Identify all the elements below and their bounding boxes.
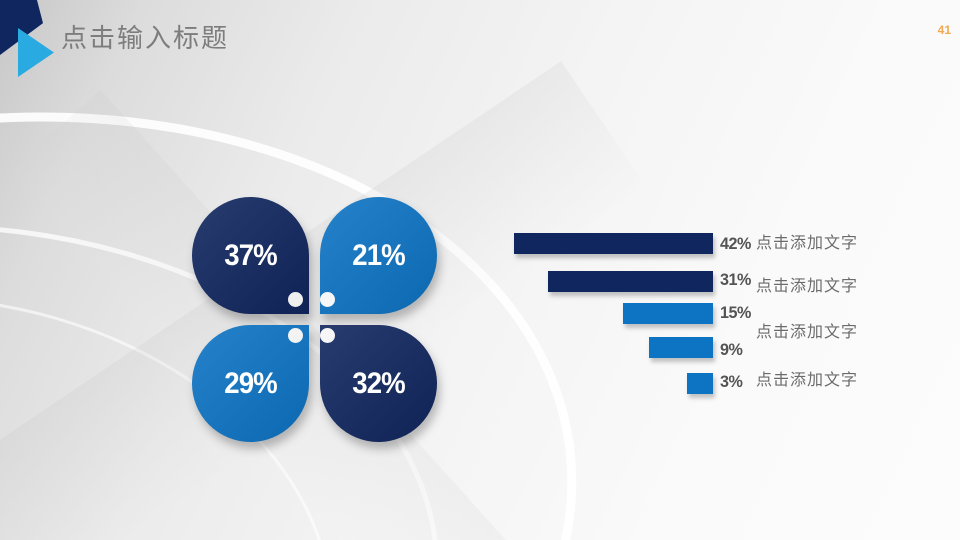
bar [687, 373, 713, 394]
center-dot-icon [288, 292, 303, 307]
center-dot-icon [320, 292, 335, 307]
bar [649, 337, 713, 358]
bar-value-label: 9% [720, 340, 743, 359]
bar-value-label: 31% [720, 270, 751, 289]
bar [623, 303, 713, 324]
background-diagonal-stripe [11, 89, 569, 540]
center-dot-icon [288, 328, 303, 343]
bar-value-label: 42% [720, 234, 751, 253]
bar-value-label: 15% [720, 303, 751, 322]
petal-top-right: 21% [320, 197, 437, 314]
petal-value-label: 37% [224, 238, 277, 272]
petal-bottom-right: 32% [320, 325, 437, 442]
page-number: 41 [937, 23, 951, 37]
text-placeholder[interactable]: 点击添加文字 [756, 324, 859, 341]
bar [548, 271, 713, 292]
petal-value-label: 21% [352, 238, 405, 272]
title-placeholder[interactable]: 点击输入标题 [61, 23, 230, 53]
bar-value-label: 3% [720, 372, 743, 391]
petal-value-label: 32% [352, 366, 405, 400]
text-placeholder[interactable]: 点击添加文字 [756, 372, 859, 389]
header-cyan-triangle-icon [18, 28, 54, 77]
petal-bottom-left: 29% [192, 325, 309, 442]
bar [514, 233, 713, 254]
petal-value-label: 29% [224, 366, 277, 400]
text-placeholder[interactable]: 点击添加文字 [756, 235, 859, 252]
text-placeholder[interactable]: 点击添加文字 [756, 278, 859, 295]
center-dot-icon [320, 328, 335, 343]
